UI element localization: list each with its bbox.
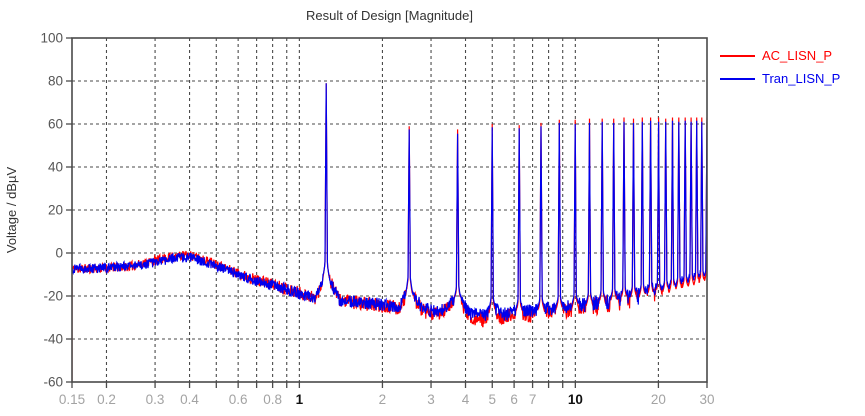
x-tick-label: 30 <box>699 392 714 407</box>
y-tick-label: -20 <box>43 289 63 304</box>
x-tick-label: 4 <box>462 392 470 407</box>
x-tick-label: 0.3 <box>146 392 165 407</box>
legend-label: AC_LISN_P <box>762 48 833 63</box>
series-curves <box>72 83 707 382</box>
y-tick-label: 100 <box>40 31 63 46</box>
series-curve-AC_LISN_P <box>72 83 707 382</box>
x-tick-label: 20 <box>651 392 666 407</box>
legend: AC_LISN_P Tran_LISN_P <box>720 44 840 90</box>
x-tick-label: 6 <box>510 392 518 407</box>
x-tick-label: 0.4 <box>180 392 199 407</box>
y-tick-label: -60 <box>43 375 63 390</box>
y-tick-label: -40 <box>43 332 63 347</box>
y-axis-title: Voltage / dBµV <box>4 166 19 254</box>
x-tick-label: 5 <box>489 392 497 407</box>
legend-entry-tran-lisn-p: Tran_LISN_P <box>720 67 840 90</box>
x-tick-label: 1 <box>296 392 304 407</box>
x-tick-label: 0.8 <box>263 392 282 407</box>
x-tick-label: 0.15 <box>59 392 85 407</box>
y-tick-label: 60 <box>48 117 63 132</box>
x-tick-label: 0.6 <box>229 392 248 407</box>
y-tick-label: 0 <box>55 246 63 261</box>
x-tick-label: 0.2 <box>97 392 116 407</box>
x-tick-label: 3 <box>427 392 435 407</box>
legend-label: Tran_LISN_P <box>762 71 841 86</box>
plot-frame <box>71 37 708 383</box>
x-tick-label: 10 <box>568 392 583 407</box>
series-curve-Tran_LISN_P <box>72 83 707 321</box>
y-tick-label: 20 <box>48 203 63 218</box>
x-tick-label: 2 <box>379 392 387 407</box>
legend-line-swatch-blue <box>720 77 755 80</box>
chart-title: Result of Design [Magnitude] <box>306 8 473 23</box>
legend-entry-ac-lisn-p: AC_LISN_P <box>720 44 840 67</box>
x-tick-label: 7 <box>529 392 537 407</box>
legend-line-swatch-red <box>720 54 755 57</box>
y-tick-label: 40 <box>48 160 63 175</box>
y-tick-label: 80 <box>48 74 63 89</box>
